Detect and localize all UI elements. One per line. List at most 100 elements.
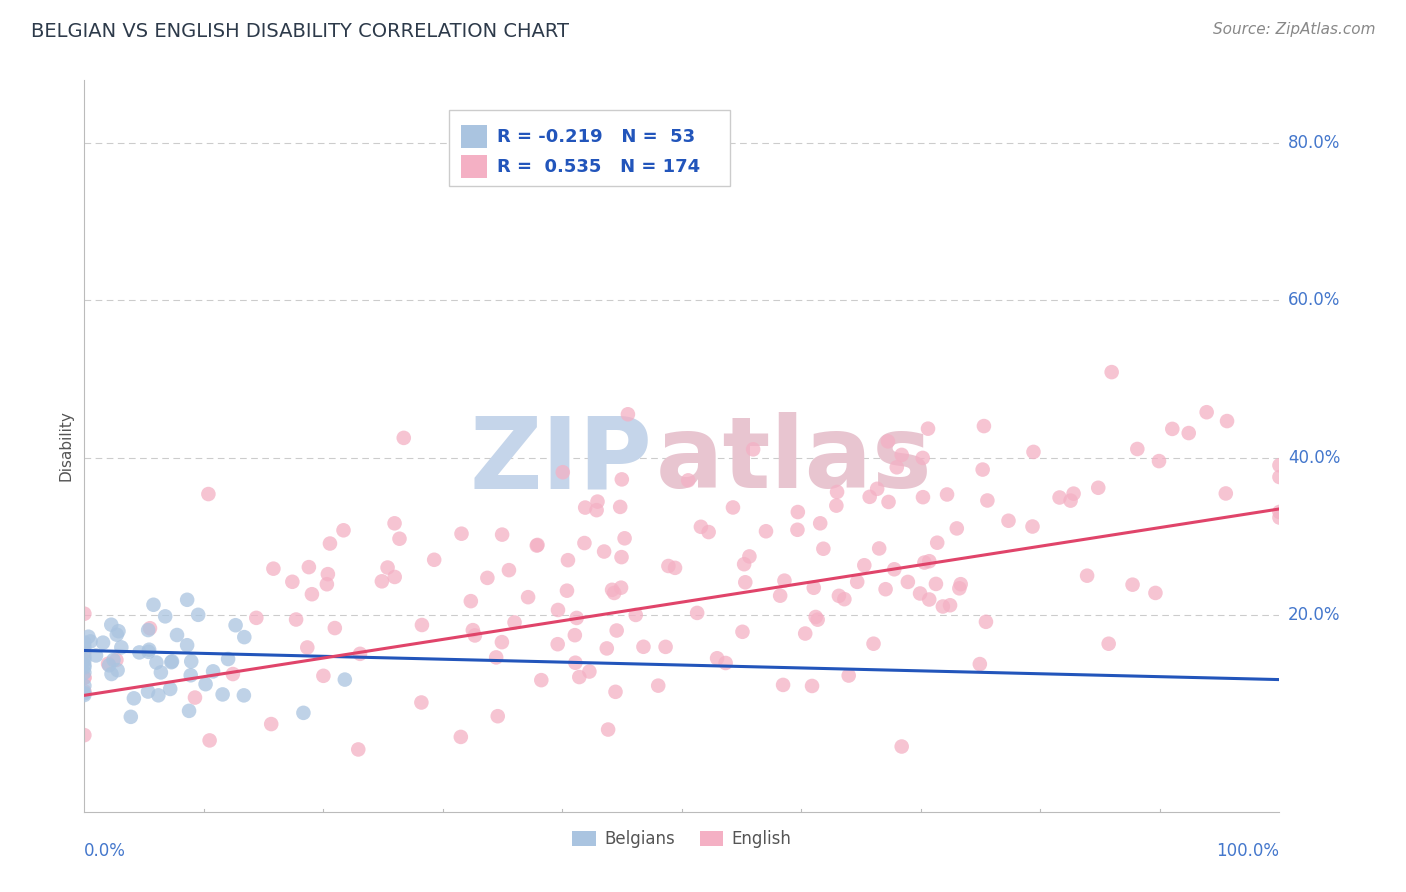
Point [610,472,633,486]
Point [73,649,96,664]
Point [526,538,548,552]
Point [460,594,482,608]
Point [936,487,959,501]
Point [100,617,122,632]
Point [1087,481,1109,495]
Point [1268,510,1291,524]
Point [690,520,713,534]
Point [973,419,995,434]
Point [73,660,96,674]
Point [312,669,335,683]
Point [333,673,356,687]
Point [866,482,889,496]
Point [1144,586,1167,600]
Point [868,541,890,556]
Point [654,640,676,654]
Text: 100.0%: 100.0% [1216,842,1279,860]
Point [742,442,765,457]
Point [838,668,860,682]
Text: Source: ZipAtlas.com: Source: ZipAtlas.com [1212,22,1375,37]
Point [349,647,371,661]
Point [946,521,969,535]
Text: ZIP: ZIP [470,412,652,509]
Point [73,684,96,698]
Point [184,690,207,705]
Point [972,462,994,476]
Point [877,495,900,509]
Point [73,665,96,680]
Point [423,553,446,567]
Point [464,628,486,642]
Text: R =  0.535   N = 174: R = 0.535 N = 174 [496,158,700,176]
Text: R = -0.219   N =  53: R = -0.219 N = 53 [496,128,695,145]
Point [97,657,120,671]
Point [136,684,159,698]
Point [177,704,200,718]
Point [547,637,569,651]
Point [886,460,908,475]
Point [107,663,129,677]
Point [908,586,931,600]
Point [617,407,640,421]
Point [103,653,125,667]
Point [997,514,1019,528]
Point [807,613,830,627]
Point [593,544,616,558]
Point [315,577,337,591]
Point [316,567,339,582]
Point [731,624,754,639]
Point [148,688,170,702]
Point [755,524,778,539]
Point [883,562,905,576]
Point [565,611,588,625]
Point [450,526,472,541]
Point [1098,637,1121,651]
Point [260,717,283,731]
Point [486,709,509,723]
Point [948,582,970,596]
Point [491,527,513,541]
Point [153,609,176,624]
Point [160,655,183,669]
Point [897,574,920,589]
Point [686,606,709,620]
Point [911,490,934,504]
Point [176,638,198,652]
Point [160,655,183,669]
Point [187,607,209,622]
Point [734,575,756,590]
Point [1195,405,1218,419]
Point [853,558,876,573]
Point [411,696,433,710]
Point [1126,442,1149,456]
Point [73,654,96,668]
Point [1268,458,1291,473]
Point [262,562,284,576]
Point [73,679,96,693]
Point [803,581,825,595]
Point [555,583,578,598]
Point [233,630,256,644]
Point [392,431,415,445]
Point [388,532,411,546]
Point [834,592,856,607]
Point [1049,491,1071,505]
Point [477,571,499,585]
Point [120,710,142,724]
Point [292,706,315,720]
Point [890,448,912,462]
Point [105,653,128,667]
Point [180,654,202,668]
Point [77,630,100,644]
Point [598,723,620,737]
Point [912,556,935,570]
Point [319,536,342,550]
Point [73,670,96,684]
Point [557,553,579,567]
Point [606,624,628,638]
Point [491,635,513,649]
Point [1268,505,1291,519]
Point [564,628,586,642]
Point [517,590,540,604]
Point [176,592,198,607]
